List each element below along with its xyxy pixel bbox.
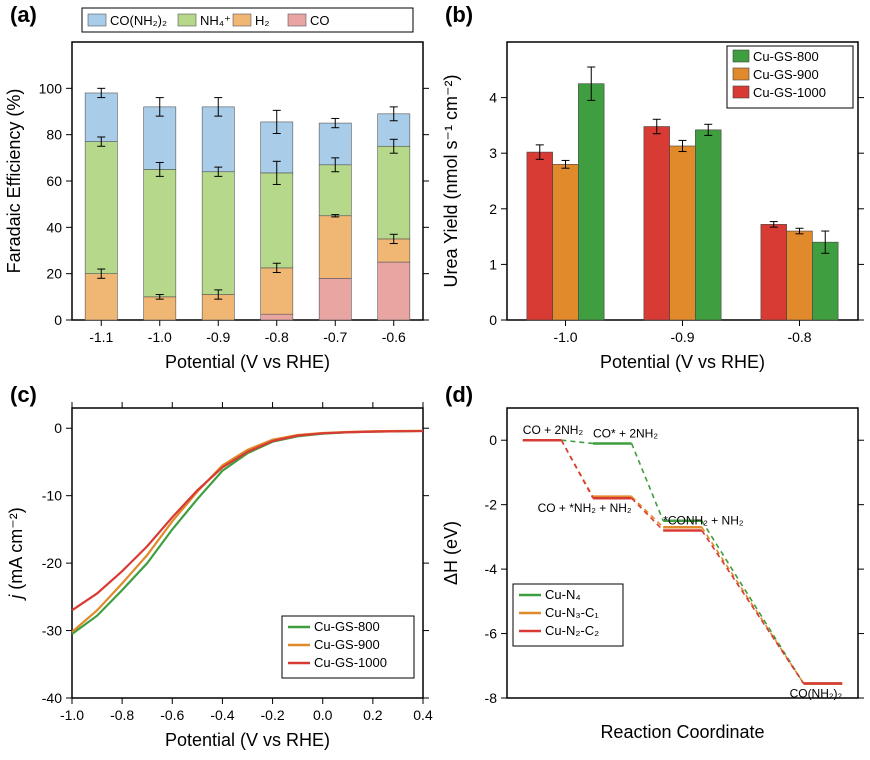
svg-text:j (mA cm⁻²): j (mA cm⁻²): [6, 507, 26, 602]
svg-text:Faradaic Efficiency (%): Faradaic Efficiency (%): [4, 89, 24, 274]
svg-text:0.4: 0.4: [413, 707, 433, 723]
svg-text:-0.8: -0.8: [265, 329, 289, 345]
svg-text:CO(NH₂)₂: CO(NH₂)₂: [110, 13, 167, 28]
svg-text:CO + 2NH₂: CO + 2NH₂: [523, 423, 584, 437]
svg-text:-30: -30: [42, 623, 62, 639]
svg-text:-0.2: -0.2: [261, 707, 285, 723]
svg-text:40: 40: [46, 219, 62, 235]
svg-text:-1.0: -1.0: [148, 329, 172, 345]
panel-a-chart: 0 20 40 60 80 100 -1.1 -1.0 -0.9 -0.8 -0.7 -0.6 Pote…: [0, 0, 435, 380]
svg-text:-1.0: -1.0: [60, 707, 84, 723]
svg-text:0.2: 0.2: [363, 707, 383, 723]
panel-b-chart: 0 1 2 3 4 -1.0 -0.9 -0.8 Potential (V vs RHE) Ure…: [435, 0, 870, 380]
svg-text:-0.8: -0.8: [110, 707, 134, 723]
svg-text:Cu-GS-900: Cu-GS-900: [314, 637, 380, 652]
svg-text:Cu-N₄: Cu-N₄: [545, 587, 581, 602]
svg-text:-0.9: -0.9: [206, 329, 230, 345]
svg-text:-0.7: -0.7: [323, 329, 347, 345]
svg-text:-1.1: -1.1: [89, 329, 113, 345]
svg-text:CO(NH₂)₂: CO(NH₂)₂: [790, 687, 843, 701]
svg-text:2: 2: [489, 201, 497, 217]
svg-text:Cu-GS-800: Cu-GS-800: [753, 49, 819, 64]
svg-text:CO: CO: [310, 13, 330, 28]
svg-text:-0.6: -0.6: [382, 329, 406, 345]
svg-text:CO* + 2NH₂: CO* + 2NH₂: [593, 426, 658, 440]
svg-text:4: 4: [489, 90, 497, 106]
svg-text:-6: -6: [485, 626, 498, 642]
figure-root: (a) (b) (c) (d) 020406080100-1.1-1.0-0.9…: [0, 0, 870, 760]
svg-text:ΔH (eV): ΔH (eV): [441, 521, 461, 585]
svg-text:-0.9: -0.9: [670, 329, 694, 345]
svg-text:-20: -20: [42, 555, 62, 571]
svg-text:-10: -10: [42, 488, 62, 504]
svg-text:-2: -2: [485, 497, 498, 513]
svg-text:0: 0: [489, 432, 497, 448]
svg-text:Potential (V vs RHE): Potential (V vs RHE): [600, 352, 765, 372]
svg-text:1: 1: [489, 256, 497, 272]
svg-text:-0.6: -0.6: [160, 707, 184, 723]
svg-text:Cu-GS-800: Cu-GS-800: [314, 619, 380, 634]
svg-text:Cu-GS-1000: Cu-GS-1000: [314, 655, 387, 670]
svg-text:100: 100: [39, 80, 63, 96]
svg-text:H₂: H₂: [255, 13, 269, 28]
svg-text:Cu-GS-900: Cu-GS-900: [753, 67, 819, 82]
svg-text:0: 0: [54, 312, 62, 328]
panel-d-chart: -8 -6 -4 -2 0 CO + 2NH₂ CO* + 2NH₂ CO + *NH₂ + …: [435, 380, 870, 760]
svg-text:Reaction Coordinate: Reaction Coordinate: [600, 722, 764, 742]
svg-text:0: 0: [54, 420, 62, 436]
svg-text:-4: -4: [485, 561, 498, 577]
svg-text:Potential (V vs RHE): Potential (V vs RHE): [165, 352, 330, 372]
svg-text:20: 20: [46, 266, 62, 282]
svg-text:*CONH₂ + NH₂: *CONH₂ + NH₂: [663, 513, 744, 527]
svg-text:CO + *NH₂ + NH₂: CO + *NH₂ + NH₂: [538, 501, 632, 515]
svg-text:-0.4: -0.4: [210, 707, 234, 723]
svg-text:3: 3: [489, 145, 497, 161]
svg-text:0.0: 0.0: [313, 707, 333, 723]
svg-text:NH₄⁺: NH₄⁺: [200, 13, 231, 28]
svg-text:60: 60: [46, 173, 62, 189]
panel-c-chart: -1.0 -0.8 -0.6 -0.4 -0.2 0.0 0.2 0.4 -40 -30 -20 -1…: [0, 380, 435, 760]
svg-text:-0.8: -0.8: [787, 329, 811, 345]
svg-text:-8: -8: [485, 690, 498, 706]
svg-text:Urea Yield (nmol s⁻¹ cm⁻²): Urea Yield (nmol s⁻¹ cm⁻²): [441, 74, 461, 287]
svg-text:Cu-GS-1000: Cu-GS-1000: [753, 85, 826, 100]
svg-text:-1.0: -1.0: [553, 329, 577, 345]
svg-text:Potential (V vs RHE): Potential (V vs RHE): [165, 730, 330, 750]
svg-text:0: 0: [489, 312, 497, 328]
svg-text:-40: -40: [42, 690, 62, 706]
svg-text:Cu-N₃-C₁: Cu-N₃-C₁: [545, 605, 599, 620]
svg-text:Cu-N₂-C₂: Cu-N₂-C₂: [545, 623, 599, 638]
svg-text:80: 80: [46, 127, 62, 143]
